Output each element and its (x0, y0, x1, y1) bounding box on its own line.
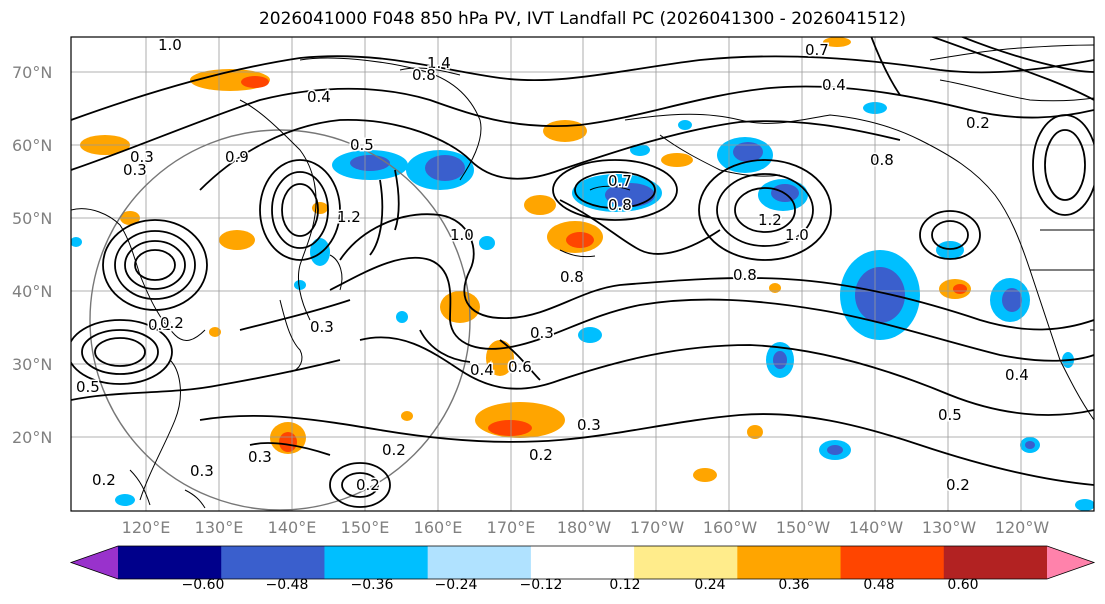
contour-label: 0.5 (938, 406, 962, 424)
contour-label: 0.5 (76, 378, 100, 396)
colorbar-segment (530, 546, 635, 579)
contour-label: 0.2 (92, 471, 116, 489)
colorbar-tick-label: 0.36 (778, 577, 810, 593)
contour-label: 0.8 (733, 266, 757, 284)
pv-contours (71, 37, 1094, 508)
contour-label: 0.8 (870, 151, 894, 169)
contour-label: 0.3 (530, 324, 554, 342)
contour-label: 1.0 (450, 226, 474, 244)
lat-label: 70°N (12, 63, 53, 82)
lon-label: 120°E (121, 518, 171, 537)
lon-label: 120°W (994, 518, 1050, 537)
contour-label: 0.2 (382, 441, 406, 459)
lon-label: 130°E (194, 518, 244, 537)
lat-label: 20°N (12, 428, 53, 447)
lon-label: 140°W (848, 518, 904, 537)
contour-label: 0.6 (508, 358, 532, 376)
colorbar-segment (324, 546, 429, 579)
contour-label: 0.2 (966, 114, 990, 132)
lon-label: 170°E (486, 518, 536, 537)
contour-label: 0.8 (608, 196, 632, 214)
colorbar-segment (840, 546, 945, 579)
contour-label: 1.2 (337, 208, 361, 226)
contour-label: 0.5 (350, 136, 374, 154)
contour-label: 0.3 (190, 462, 214, 480)
contour-label: 0.2 (148, 316, 172, 334)
contour-label: 1.4 (427, 54, 451, 72)
contour-labels: 1.01.40.40.80.70.40.20.30.90.50.70.81.01… (75, 35, 1031, 496)
contour-label: 0.3 (123, 161, 147, 179)
colorbar-tick-label: 0.12 (609, 577, 641, 593)
contour-label: 0.2 (160, 314, 184, 332)
contour-label: 0.3 (577, 416, 601, 434)
contour-label: 1.2 (758, 211, 782, 229)
colorbar-tick-label: 0.24 (694, 577, 726, 593)
colorbar-tick-label: −0.60 (181, 577, 225, 593)
contour-label: 0.7 (608, 172, 632, 190)
lon-label: 180°W (556, 518, 612, 537)
contour-label: 0.3 (248, 448, 272, 466)
contour-label: 1.0 (785, 226, 809, 244)
coastlines (71, 44, 1094, 509)
lat-label: 50°N (12, 209, 53, 228)
map-area (71, 37, 1094, 511)
colorbar-tick-label: −0.36 (350, 577, 394, 593)
lon-label: 150°W (775, 518, 831, 537)
contour-label: 0.2 (946, 476, 970, 494)
contour-label: 0.2 (356, 476, 380, 494)
lon-label: 140°E (267, 518, 317, 537)
contour-label: 1.0 (158, 36, 182, 54)
contour-label: 0.4 (470, 361, 494, 379)
colorbar-segment (737, 546, 842, 579)
lon-label: 130°W (921, 518, 977, 537)
contour-label: 0.3 (310, 318, 334, 336)
figure-title: 2026041000 F048 850 hPa PV, IVT Landfall… (258, 9, 906, 29)
colorbar-tick-label: 0.48 (863, 577, 895, 593)
lat-label: 40°N (12, 282, 53, 301)
contour-label: 0.3 (130, 148, 154, 166)
lon-label: 170°W (629, 518, 685, 537)
map-content (71, 37, 1094, 511)
contour-label: 0.4 (307, 88, 331, 106)
contour-label: 0.8 (412, 66, 436, 84)
lat-label: 30°N (12, 355, 53, 374)
colorbar-tick-label: −0.48 (265, 577, 309, 593)
lon-label: 160°W (702, 518, 758, 537)
contour-label: 0.4 (1005, 366, 1029, 384)
contour-label: 0.7 (805, 41, 829, 59)
colorbar-segment (427, 546, 532, 579)
colorbar-outline (69, 545, 1096, 580)
pv-shading (71, 37, 1094, 511)
contour-label: 0.2 (529, 446, 553, 464)
contour-label: 0.8 (560, 268, 584, 286)
contour-label: 0.9 (225, 148, 249, 166)
colorbar-segment (118, 546, 222, 579)
lat-label: 60°N (12, 136, 53, 155)
contour-label: 0.4 (822, 76, 846, 94)
lon-label: 160°E (413, 518, 463, 537)
graticule (71, 37, 1094, 511)
colorbar (69, 545, 1096, 580)
map-border (70, 36, 1095, 512)
colorbar-segment (634, 546, 738, 579)
lon-label: 150°E (340, 518, 390, 537)
colorbar-segment (221, 546, 325, 579)
colorbar-extend-min (71, 546, 118, 579)
colorbar-segment (943, 546, 1048, 579)
colorbar-extend-max (1047, 546, 1094, 579)
colorbar-tick-label: 0.60 (947, 577, 979, 593)
colorbar-tick-label: −0.24 (434, 577, 478, 593)
colorbar-tick-label: −0.12 (519, 577, 563, 593)
